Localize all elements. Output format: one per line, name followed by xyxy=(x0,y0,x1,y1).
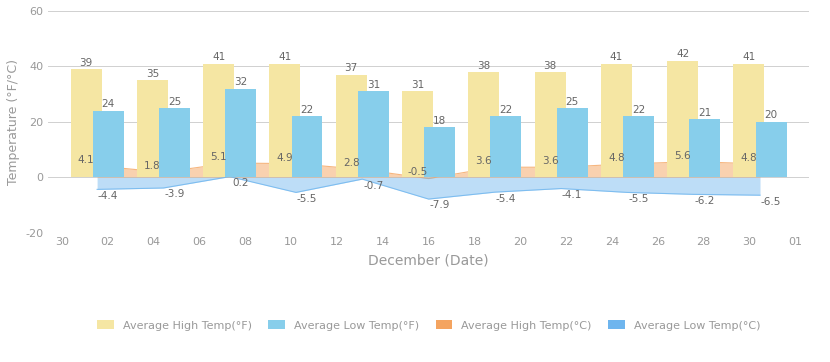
Text: 0.2: 0.2 xyxy=(232,178,249,188)
Text: 25: 25 xyxy=(168,97,181,106)
Text: 41: 41 xyxy=(610,52,623,62)
Bar xyxy=(291,116,323,177)
Text: 4.8: 4.8 xyxy=(608,153,625,163)
Text: 4.9: 4.9 xyxy=(276,152,293,163)
Legend: Average High Temp(°F), Average Low Temp(°F), Average High Temp(°C), Average Low : Average High Temp(°F), Average Low Temp(… xyxy=(92,316,764,335)
Bar xyxy=(424,127,455,177)
Bar xyxy=(93,111,124,177)
Text: 31: 31 xyxy=(411,80,424,90)
Text: 4.1: 4.1 xyxy=(78,155,95,165)
Text: 41: 41 xyxy=(212,52,225,62)
Text: 42: 42 xyxy=(676,50,689,59)
Text: -4.1: -4.1 xyxy=(562,190,583,200)
Bar xyxy=(137,80,168,177)
Bar xyxy=(159,108,190,177)
Bar xyxy=(336,75,367,177)
Text: 41: 41 xyxy=(278,52,291,62)
Text: -0.5: -0.5 xyxy=(408,168,427,177)
Text: 5.6: 5.6 xyxy=(674,151,691,161)
Text: -0.7: -0.7 xyxy=(364,181,383,190)
Text: 25: 25 xyxy=(565,97,579,106)
Text: 2.8: 2.8 xyxy=(343,158,359,168)
Text: 41: 41 xyxy=(742,52,755,62)
Text: 38: 38 xyxy=(544,60,557,71)
Text: -7.9: -7.9 xyxy=(429,201,450,210)
Text: -4.4: -4.4 xyxy=(98,191,119,201)
Text: 24: 24 xyxy=(101,99,115,109)
Text: 20: 20 xyxy=(764,110,778,121)
Text: 18: 18 xyxy=(433,116,447,126)
Bar xyxy=(203,64,234,177)
Bar xyxy=(225,89,256,177)
Text: 22: 22 xyxy=(500,105,512,115)
Text: -6.2: -6.2 xyxy=(695,196,715,206)
Bar xyxy=(468,72,500,177)
Bar xyxy=(71,69,101,177)
Bar xyxy=(601,64,632,177)
Bar xyxy=(755,122,787,177)
Bar xyxy=(667,61,698,177)
Text: 4.8: 4.8 xyxy=(740,153,757,163)
Text: -5.5: -5.5 xyxy=(628,194,649,204)
Y-axis label: Temperature (°F/°C): Temperature (°F/°C) xyxy=(7,59,20,185)
X-axis label: December (Date): December (Date) xyxy=(369,253,489,267)
Text: 22: 22 xyxy=(632,105,645,115)
Bar xyxy=(623,116,654,177)
Text: 21: 21 xyxy=(698,108,711,118)
Text: 39: 39 xyxy=(80,58,93,68)
Text: -3.9: -3.9 xyxy=(164,189,184,199)
Text: -5.4: -5.4 xyxy=(496,194,516,203)
Text: 32: 32 xyxy=(234,77,247,87)
Text: 38: 38 xyxy=(477,60,491,71)
Text: 5.1: 5.1 xyxy=(210,152,227,162)
Bar xyxy=(402,91,433,177)
Bar xyxy=(734,64,764,177)
Text: 1.8: 1.8 xyxy=(144,161,161,171)
Bar xyxy=(557,108,588,177)
Text: 3.6: 3.6 xyxy=(542,156,559,166)
Text: 22: 22 xyxy=(300,105,314,115)
Text: -5.5: -5.5 xyxy=(297,194,317,204)
Bar xyxy=(270,64,300,177)
Bar xyxy=(689,119,720,177)
Text: 3.6: 3.6 xyxy=(476,156,492,166)
Text: -6.5: -6.5 xyxy=(761,197,781,207)
Bar xyxy=(491,116,521,177)
Bar xyxy=(535,72,565,177)
Bar xyxy=(358,91,388,177)
Text: 37: 37 xyxy=(344,63,358,73)
Text: 31: 31 xyxy=(367,80,380,90)
Text: 35: 35 xyxy=(146,69,159,79)
